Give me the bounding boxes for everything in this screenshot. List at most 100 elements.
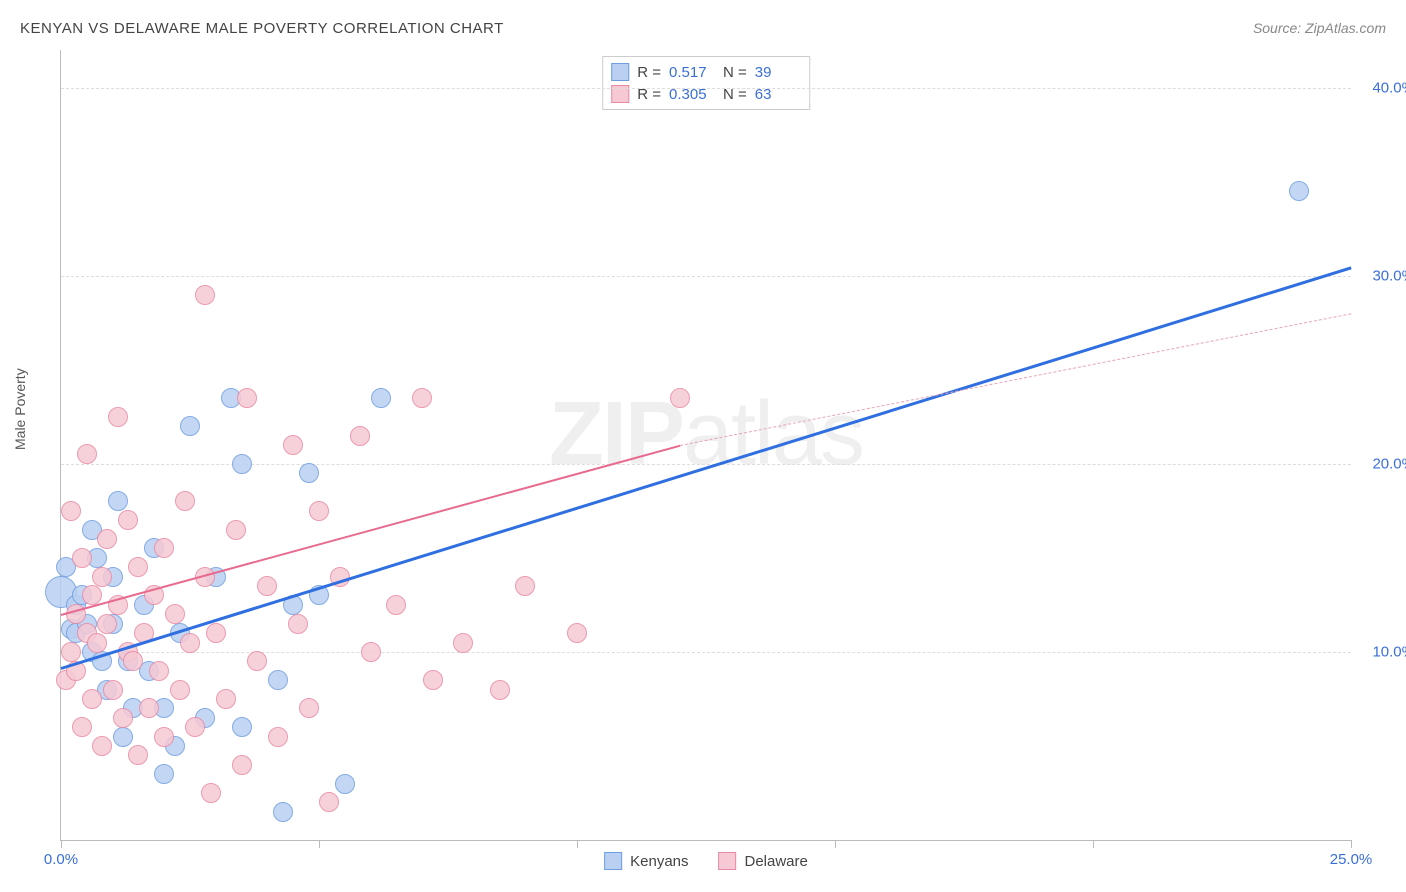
data-point-delaware <box>490 680 510 700</box>
data-point-delaware <box>268 727 288 747</box>
data-point-kenyans <box>180 416 200 436</box>
data-point-delaware <box>299 698 319 718</box>
x-tick <box>61 840 62 848</box>
data-point-delaware <box>113 708 133 728</box>
x-tick <box>835 840 836 848</box>
data-point-delaware <box>319 792 339 812</box>
data-point-delaware <box>670 388 690 408</box>
legend-swatch <box>604 852 622 870</box>
r-label: R = <box>637 64 661 81</box>
data-point-delaware <box>87 633 107 653</box>
data-point-delaware <box>72 717 92 737</box>
data-point-delaware <box>175 491 195 511</box>
data-point-kenyans <box>154 764 174 784</box>
data-point-delaware <box>82 689 102 709</box>
data-point-delaware <box>283 435 303 455</box>
data-point-delaware <box>154 538 174 558</box>
source-attribution: Source: ZipAtlas.com <box>1253 20 1386 36</box>
trendline-delaware-solid <box>61 445 681 616</box>
watermark-rest: atlas <box>683 384 863 484</box>
data-point-delaware <box>61 642 81 662</box>
r-value: 0.517 <box>669 64 715 81</box>
legend-label: Kenyans <box>630 853 688 870</box>
x-tick <box>1093 840 1094 848</box>
data-point-delaware <box>123 651 143 671</box>
legend-row-kenyans: R = 0.517 N = 39 <box>611 61 801 83</box>
trendline-kenyans <box>61 266 1352 670</box>
x-tick <box>577 840 578 848</box>
data-point-delaware <box>180 633 200 653</box>
x-tick <box>1351 840 1352 848</box>
gridline <box>61 88 1351 89</box>
data-point-delaware <box>185 717 205 737</box>
gridline <box>61 276 1351 277</box>
data-point-kenyans <box>1289 181 1309 201</box>
data-point-delaware <box>170 680 190 700</box>
data-point-kenyans <box>273 802 293 822</box>
legend-item-delaware: Delaware <box>719 852 808 870</box>
data-point-delaware <box>423 670 443 690</box>
data-point-kenyans <box>371 388 391 408</box>
y-tick-label: 10.0% <box>1359 643 1406 660</box>
data-point-delaware <box>515 576 535 596</box>
chart-container: Male Poverty ZIPatlas R =0.517N =39R =0.… <box>20 50 1386 870</box>
data-point-delaware <box>139 698 159 718</box>
data-point-delaware <box>195 285 215 305</box>
data-point-delaware <box>216 689 236 709</box>
x-tick <box>319 840 320 848</box>
data-point-kenyans <box>335 774 355 794</box>
trendline-delaware-dash <box>680 313 1351 446</box>
legend-swatch <box>719 852 737 870</box>
data-point-delaware <box>92 567 112 587</box>
n-label: N = <box>723 64 747 81</box>
data-point-delaware <box>350 426 370 446</box>
data-point-kenyans <box>232 454 252 474</box>
data-point-delaware <box>247 651 267 671</box>
data-point-delaware <box>226 520 246 540</box>
data-point-delaware <box>361 642 381 662</box>
data-point-delaware <box>453 633 473 653</box>
data-point-delaware <box>206 623 226 643</box>
data-point-delaware <box>149 661 169 681</box>
y-tick-label: 40.0% <box>1359 79 1406 96</box>
data-point-kenyans <box>113 727 133 747</box>
data-point-delaware <box>567 623 587 643</box>
source-name: ZipAtlas.com <box>1305 20 1386 36</box>
legend-item-kenyans: Kenyans <box>604 852 688 870</box>
x-tick-label: 0.0% <box>44 851 78 868</box>
x-tick-label: 25.0% <box>1330 851 1373 868</box>
data-point-delaware <box>108 407 128 427</box>
data-point-delaware <box>103 680 123 700</box>
n-value: 39 <box>755 64 801 81</box>
data-point-delaware <box>412 388 432 408</box>
source-prefix: Source: <box>1253 20 1305 36</box>
data-point-delaware <box>309 501 329 521</box>
data-point-delaware <box>201 783 221 803</box>
plot-area: ZIPatlas R =0.517N =39R =0.305N =63 Keny… <box>60 50 1351 841</box>
data-point-delaware <box>61 501 81 521</box>
data-point-delaware <box>97 529 117 549</box>
y-tick-label: 30.0% <box>1359 267 1406 284</box>
series-legend: Kenyans Delaware <box>604 852 808 870</box>
data-point-kenyans <box>268 670 288 690</box>
data-point-delaware <box>154 727 174 747</box>
data-point-delaware <box>237 388 257 408</box>
data-point-delaware <box>77 444 97 464</box>
data-point-delaware <box>118 510 138 530</box>
data-point-delaware <box>386 595 406 615</box>
data-point-delaware <box>288 614 308 634</box>
chart-title: KENYAN VS DELAWARE MALE POVERTY CORRELAT… <box>20 20 504 37</box>
data-point-kenyans <box>299 463 319 483</box>
data-point-delaware <box>128 745 148 765</box>
data-point-delaware <box>232 755 252 775</box>
data-point-kenyans <box>108 491 128 511</box>
data-point-delaware <box>257 576 277 596</box>
gridline <box>61 464 1351 465</box>
y-tick-label: 20.0% <box>1359 455 1406 472</box>
legend-label: Delaware <box>745 853 808 870</box>
data-point-delaware <box>128 557 148 577</box>
y-axis-label: Male Poverty <box>12 368 28 450</box>
data-point-delaware <box>92 736 112 756</box>
watermark-bold: ZIP <box>549 384 683 484</box>
data-point-kenyans <box>232 717 252 737</box>
